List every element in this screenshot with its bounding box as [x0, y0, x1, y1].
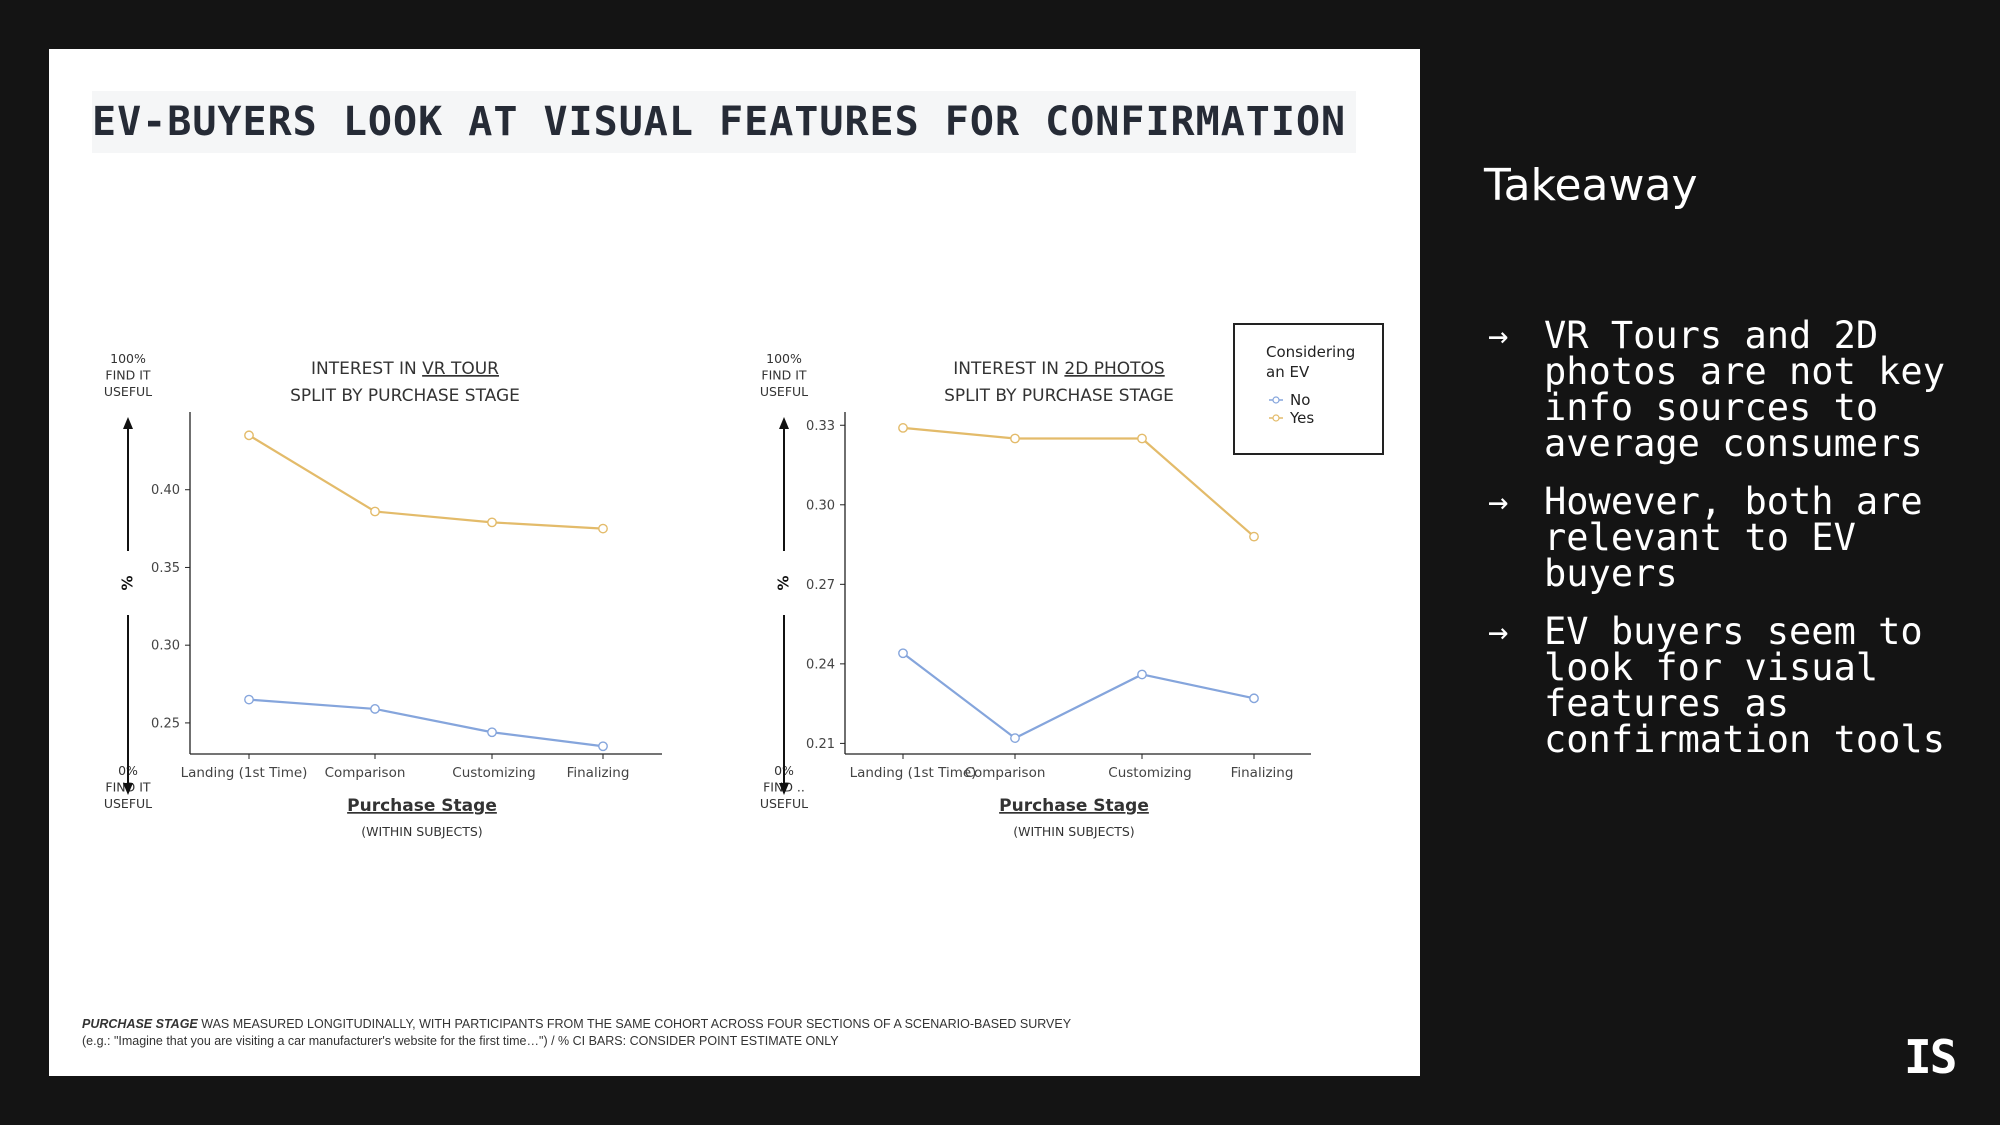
data-point-no [370, 704, 380, 714]
y-tick-label: 0.30 [806, 498, 835, 513]
x-tick-label: Landing (1st Time) [850, 765, 977, 781]
arrow-right-icon: → [1488, 612, 1509, 652]
data-point-yes [598, 523, 608, 534]
arrow-right-icon: → [1488, 482, 1509, 522]
x-tick-label: Finalizing [1231, 765, 1294, 781]
y-tick-label: 0.24 [806, 657, 835, 672]
data-point-yes [1249, 531, 1259, 542]
data-point-no [1249, 693, 1259, 704]
data-point-no [1010, 733, 1020, 743]
chart-title-prefix: INTEREST IN [953, 359, 1064, 379]
data-point-yes [1137, 433, 1147, 444]
legend-item-yes: Yes [1289, 409, 1314, 427]
chart-subtitle: SPLIT BY PURCHASE STAGE [944, 386, 1174, 406]
x-axis-title: Purchase Stage [347, 796, 497, 816]
legend-swatch-point [1272, 414, 1280, 422]
series-line-no [902, 652, 1255, 740]
chart-title: INTEREST IN 2D PHOTOS [953, 359, 1164, 379]
top-scale-label: FIND IT [105, 368, 151, 383]
x-tick-label: Landing (1st Time) [181, 765, 308, 781]
y-tick-label: 0.35 [151, 561, 180, 576]
takeaway-list: → VR Tours and 2D photos are not key inf… [1484, 316, 1984, 780]
data-point-no [598, 741, 608, 752]
chart-title-subject: 2D PHOTOS [1064, 359, 1164, 379]
series-line-yes [902, 426, 1255, 538]
slide-title: EV-BUYERS LOOK AT VISUAL FEATURES FOR CO… [92, 91, 1357, 153]
data-point-no [244, 694, 254, 705]
bottom-scale-label: USEFUL [104, 796, 152, 811]
data-point-yes [1010, 433, 1020, 444]
chart-subtitle: SPLIT BY PURCHASE STAGE [290, 386, 520, 406]
footnote-line-1: PURCHASE STAGE WAS MEASURED LONGITUDINAL… [82, 1016, 1071, 1033]
takeaway-item: → VR Tours and 2D photos are not key inf… [1484, 316, 1984, 462]
legend-title: an EV [1266, 363, 1310, 381]
takeaway-heading: Takeaway [1484, 160, 1698, 211]
y-tick-label: 0.40 [151, 483, 180, 498]
footnote-line-2: (e.g.: "Imagine that you are visiting a … [82, 1034, 839, 1048]
legend-box [1233, 323, 1384, 455]
data-point-yes [244, 430, 254, 441]
x-axis-subtitle: (WITHIN SUBJECTS) [361, 824, 482, 839]
arrow-right-icon: → [1488, 316, 1509, 356]
legend-item-no: No [1290, 391, 1310, 409]
bottom-scale-label: USEFUL [760, 796, 808, 811]
legend-swatch-point [1272, 396, 1280, 404]
takeaway-text: EV buyers seem to look for visual featur… [1544, 610, 1945, 761]
takeaway-item: → EV buyers seem to look for visual feat… [1484, 612, 1984, 758]
x-tick-label: Customizing [452, 765, 535, 781]
arrow-up-icon [123, 417, 133, 429]
y-axis-label: % [775, 575, 793, 590]
data-point-yes [898, 423, 908, 433]
series-line-yes [248, 434, 604, 530]
y-axis-label: % [119, 575, 137, 590]
data-point-no [898, 648, 908, 659]
footnote: PURCHASE STAGE WAS MEASURED LONGITUDINAL… [82, 1016, 1071, 1050]
data-point-no [487, 727, 497, 738]
top-scale-label: USEFUL [760, 384, 808, 399]
footnote-text: WAS MEASURED LONGITUDINALLY, WITH PARTIC… [197, 1017, 1072, 1031]
y-tick-label: 0.27 [806, 578, 835, 593]
data-point-yes [487, 517, 497, 528]
takeaway-text: However, both are relevant to EV buyers [1544, 480, 1923, 595]
y-tick-label: 0.30 [151, 639, 180, 654]
top-scale-label: 100% [766, 351, 802, 366]
charts-canvas: INTEREST IN VR TOUR SPLIT BY PURCHASE STA… [104, 323, 1384, 839]
y-tick-label: 0.33 [806, 419, 835, 434]
legend-title: Considering [1266, 343, 1355, 361]
x-axis-subtitle: (WITHIN SUBJECTS) [1013, 824, 1134, 839]
x-axis-title: Purchase Stage [999, 796, 1149, 816]
y-tick-label: 0.25 [151, 716, 180, 731]
chart-title-prefix: INTEREST IN [311, 359, 422, 379]
y-tick-label: 0.21 [806, 737, 835, 752]
brand-logo: IS [1904, 1030, 1957, 1084]
footnote-emphasis: PURCHASE STAGE [82, 1017, 198, 1031]
top-scale-label: FIND IT [761, 368, 807, 383]
x-tick-label: Comparison [965, 765, 1046, 781]
data-point-no [1137, 669, 1147, 680]
chart-title-subject: VR TOUR [422, 359, 499, 379]
slide-card: EV-BUYERS LOOK AT VISUAL FEATURES FOR CO… [49, 49, 1420, 1076]
arrow-down-icon [123, 783, 133, 795]
chart-title: INTEREST IN VR TOUR [311, 359, 499, 379]
x-tick-label: Finalizing [567, 765, 630, 781]
series-line-no [248, 698, 604, 748]
takeaway-text: VR Tours and 2D photos are not key info … [1544, 314, 1945, 465]
top-scale-label: USEFUL [104, 384, 152, 399]
data-point-yes [370, 506, 380, 517]
x-tick-label: Comparison [325, 765, 406, 781]
x-tick-label: Customizing [1108, 765, 1191, 781]
arrow-up-icon [779, 417, 789, 429]
takeaway-item: → However, both are relevant to EV buyer… [1484, 482, 1984, 592]
top-scale-label: 100% [110, 351, 146, 366]
arrow-down-icon [779, 783, 789, 795]
